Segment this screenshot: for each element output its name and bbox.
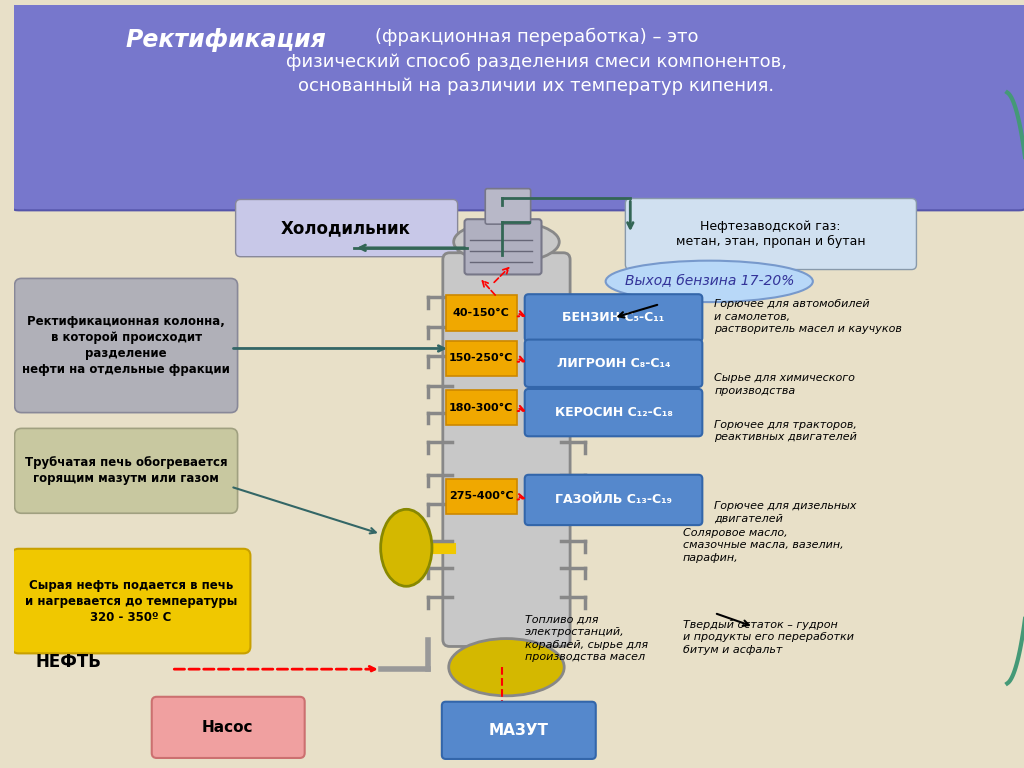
Text: ЛИГРОИН С₈-С₁₄: ЛИГРОИН С₈-С₁₄ [557, 357, 671, 369]
FancyBboxPatch shape [14, 279, 238, 412]
Text: Горючее для автомобилей
и самолетов,
растворитель масел и каучуков: Горючее для автомобилей и самолетов, рас… [714, 300, 902, 334]
Text: Ректификационная колонна,
в которой происходит
разделение
нефти на отдельные фра: Ректификационная колонна, в которой прои… [23, 315, 230, 376]
FancyBboxPatch shape [524, 389, 702, 436]
Text: 180-300°C: 180-300°C [450, 402, 513, 412]
FancyBboxPatch shape [445, 478, 517, 515]
Text: БЕНЗИН С₅-С₁₁: БЕНЗИН С₅-С₁₁ [562, 311, 665, 324]
FancyBboxPatch shape [465, 219, 542, 274]
Text: Топливо для
электростанций,
кораблей, сырье для
производства масел: Топливо для электростанций, кораблей, сы… [524, 615, 648, 662]
Text: Соляровое масло,
смазочные масла, вазелин,
парафин,: Соляровое масло, смазочные масла, вазели… [683, 528, 843, 563]
FancyBboxPatch shape [7, 0, 1024, 210]
Ellipse shape [454, 221, 559, 263]
FancyBboxPatch shape [524, 475, 702, 525]
Text: МАЗУТ: МАЗУТ [488, 723, 549, 738]
Text: Ректификация: Ректификация [125, 28, 326, 51]
Text: КЕРОСИН С₁₂-С₁₈: КЕРОСИН С₁₂-С₁₈ [555, 406, 673, 419]
Ellipse shape [605, 260, 813, 302]
Text: Сырая нефть подается в печь
и нагревается до температуры
320 - 350º С: Сырая нефть подается в печь и нагреваетс… [25, 578, 238, 624]
Ellipse shape [449, 638, 564, 696]
Text: НЕФТЬ: НЕФТЬ [35, 654, 101, 671]
FancyBboxPatch shape [626, 198, 916, 270]
Text: (фракционная переработка) – это
физический способ разделения смеси компонентов,
: (фракционная переработка) – это физическ… [286, 28, 787, 95]
FancyBboxPatch shape [485, 189, 530, 224]
FancyBboxPatch shape [441, 702, 596, 759]
Text: Сырье для химического
производства: Сырье для химического производства [714, 373, 855, 396]
FancyBboxPatch shape [14, 429, 238, 513]
Text: Трубчатая печь обогревается
горящим мазутм или газом: Трубчатая печь обогревается горящим мазу… [25, 456, 227, 485]
FancyBboxPatch shape [152, 697, 305, 758]
Text: Насос: Насос [202, 720, 254, 735]
FancyBboxPatch shape [445, 295, 517, 331]
FancyBboxPatch shape [442, 253, 570, 647]
FancyBboxPatch shape [524, 339, 702, 387]
Text: Нефтезаводской газ:
метан, этан, пропан и бутан: Нефтезаводской газ: метан, этан, пропан … [676, 220, 865, 248]
FancyBboxPatch shape [445, 340, 517, 376]
Text: Горючее для тракторов,
реактивных двигателей: Горючее для тракторов, реактивных двигат… [714, 419, 857, 442]
Text: Горючее для дизельных
двигателей: Горючее для дизельных двигателей [714, 502, 857, 524]
FancyBboxPatch shape [236, 200, 458, 257]
Text: Холодильник: Холодильник [282, 219, 411, 237]
Text: Твердый остаток – гудрон
и продукты его переработки
битум и асфальт: Твердый остаток – гудрон и продукты его … [683, 620, 854, 654]
Text: 40-150°C: 40-150°C [453, 308, 510, 318]
Text: Выход бензина 17-20%: Выход бензина 17-20% [625, 274, 794, 288]
Ellipse shape [381, 509, 432, 586]
Text: 275-400°C: 275-400°C [449, 492, 514, 502]
FancyBboxPatch shape [524, 294, 702, 342]
FancyBboxPatch shape [11, 549, 251, 654]
FancyBboxPatch shape [445, 390, 517, 425]
Text: 150-250°C: 150-250°C [450, 353, 513, 363]
Text: ГАЗОЙЛЬ С₁₃-С₁₉: ГАЗОЙЛЬ С₁₃-С₁₉ [555, 493, 672, 506]
